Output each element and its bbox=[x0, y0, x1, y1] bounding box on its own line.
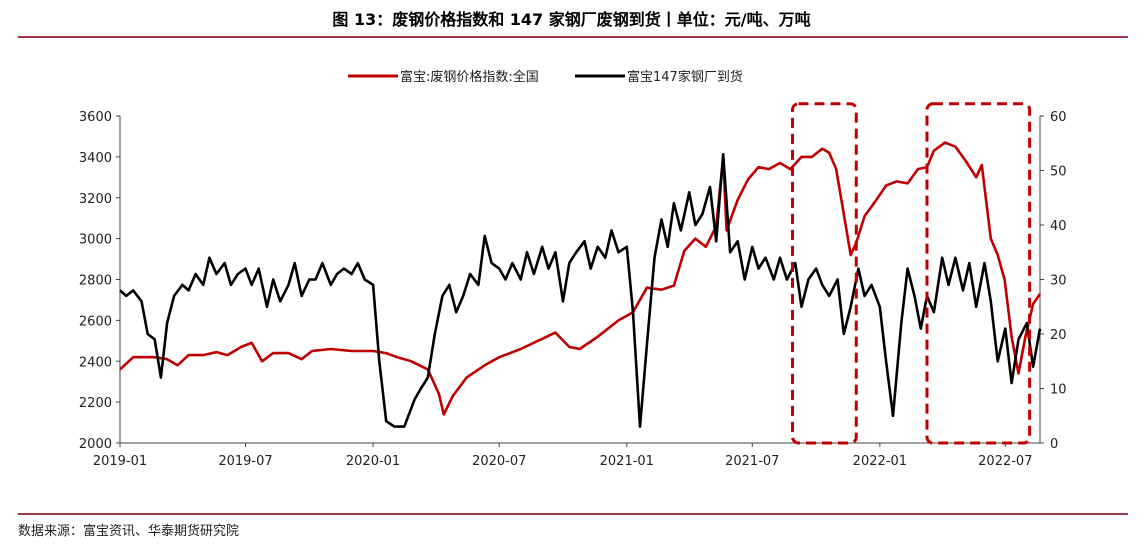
chart-svg: 2000 2200 2400 2600 2800 3000 3200 3400 3600 0 10 2… bbox=[79, 69, 1067, 469]
highlight-box-2 bbox=[925, 102, 1032, 445]
x-tick-label: 2019-01 bbox=[93, 454, 147, 469]
y-left-tick-label: 2600 bbox=[79, 314, 112, 329]
highlight-box-1 bbox=[790, 102, 858, 445]
title-rule bbox=[18, 36, 1128, 38]
arrival-147-mills-line bbox=[119, 152, 1042, 428]
data-source: 数据来源：富宝资讯、华泰期货研究院 bbox=[18, 524, 240, 539]
y-left-tick-label: 3000 bbox=[79, 233, 112, 248]
legend-price-index-label: 富宝:废钢价格指数:全国 bbox=[400, 69, 539, 85]
footer-rule bbox=[18, 513, 1128, 515]
y-right-tick-label: 60 bbox=[1050, 110, 1067, 125]
y-right-tick-label: 30 bbox=[1050, 274, 1067, 289]
x-tick-label: 2022-01 bbox=[853, 454, 907, 469]
y-right-tick-label: 20 bbox=[1050, 328, 1067, 343]
y-left-tick-label: 3400 bbox=[79, 151, 112, 166]
chart-title: 图 13：废钢价格指数和 147 家钢厂废钢到货丨单位：元/吨、万吨 bbox=[332, 10, 811, 29]
y-left-tick-label: 3200 bbox=[79, 192, 112, 207]
y-left-tick-label: 2200 bbox=[79, 396, 112, 411]
y-right-tick-label: 50 bbox=[1050, 165, 1067, 180]
x-tick-label: 2020-07 bbox=[472, 454, 526, 469]
y-left-tick-label: 2800 bbox=[79, 274, 112, 289]
y-left-tick-label: 2000 bbox=[79, 437, 112, 452]
y-right-tick-label: 10 bbox=[1050, 383, 1067, 398]
legend-arrival-label: 富宝147家钢厂到货 bbox=[627, 69, 743, 85]
x-tick-label: 2022-07 bbox=[978, 454, 1032, 469]
x-tick-label: 2020-01 bbox=[346, 454, 400, 469]
scrap-price-index-line bbox=[119, 141, 1042, 416]
x-tick-label: 2019-07 bbox=[218, 454, 272, 469]
y-right-tick-label: 40 bbox=[1050, 219, 1067, 234]
y-left-tick-label: 2400 bbox=[79, 355, 112, 370]
x-tick-label: 2021-01 bbox=[600, 454, 654, 469]
x-tick-label: 2021-07 bbox=[725, 454, 779, 469]
y-left-tick-label: 3600 bbox=[79, 110, 112, 125]
y-right-tick-label: 0 bbox=[1050, 437, 1058, 452]
